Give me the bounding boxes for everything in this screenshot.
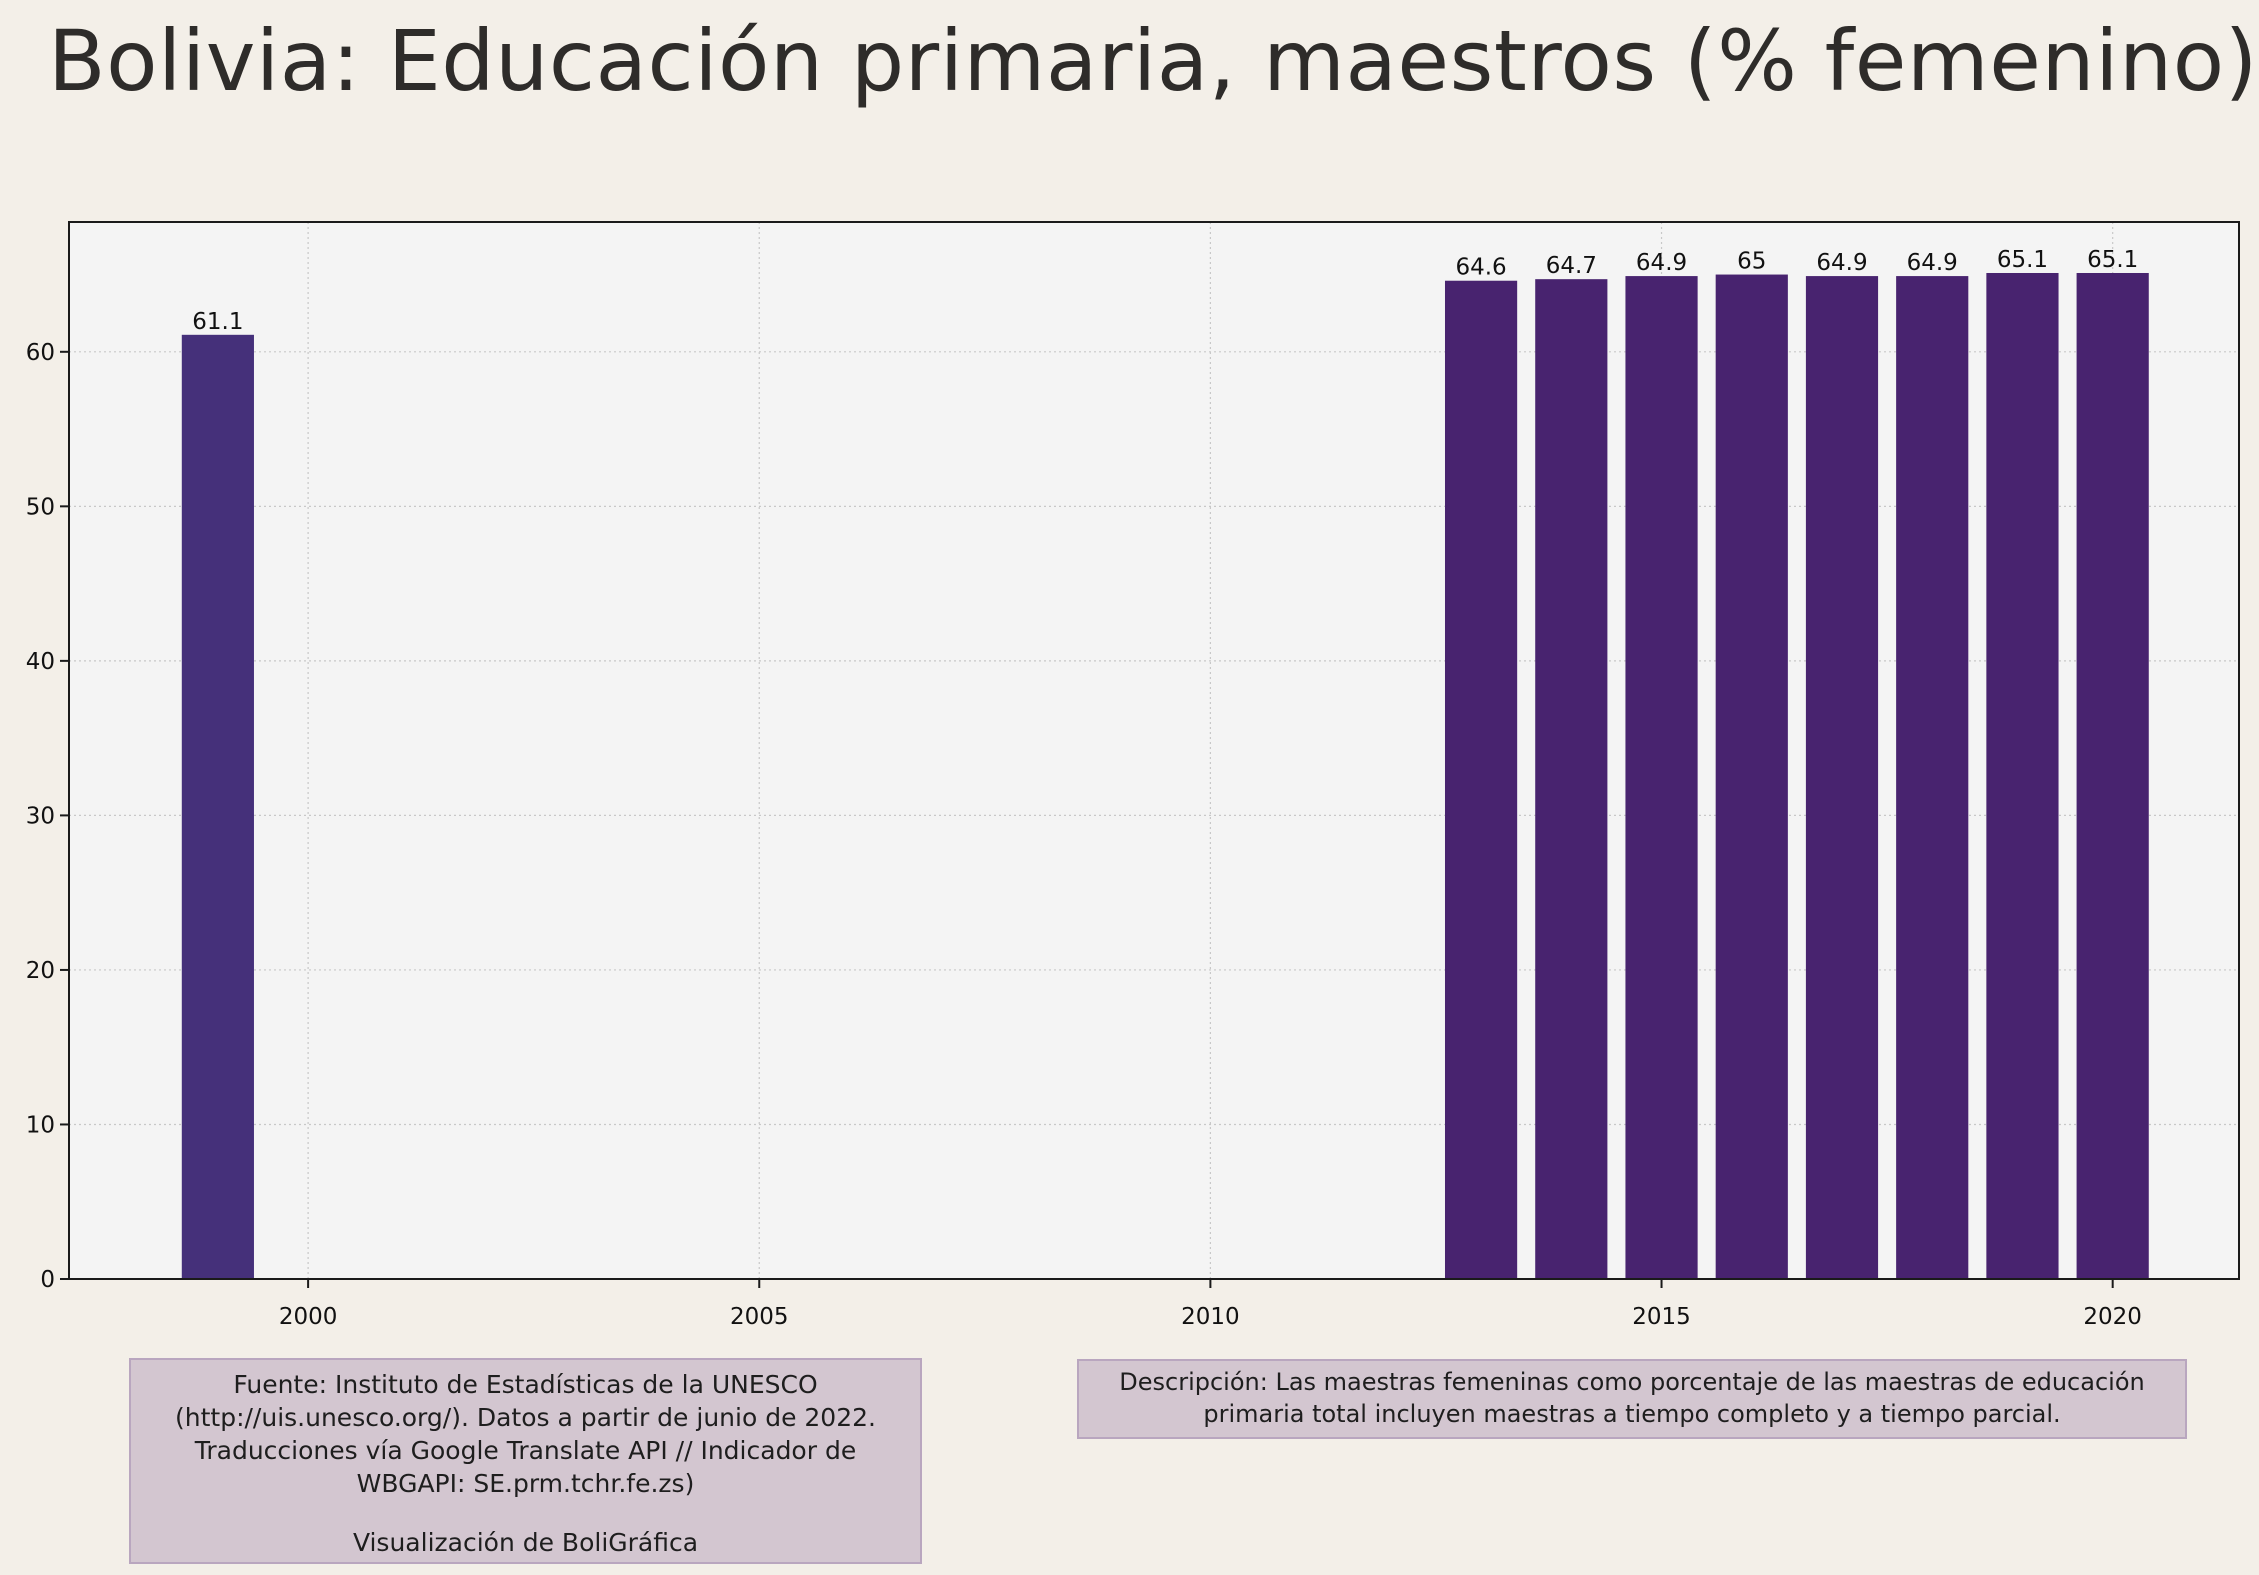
data-label: 64.6	[1455, 255, 1506, 281]
x-tick-label: 2020	[2083, 1304, 2142, 1330]
data-labels: 61.1 64.6 64.7 64.9 65 64.9 64.9 65.1 65.1	[192, 247, 2138, 335]
data-label: 64.9	[1816, 250, 1867, 276]
data-label: 65	[1737, 249, 1766, 275]
y-tick-label: 40	[26, 649, 55, 675]
data-label: 65.1	[1997, 247, 2048, 273]
bar	[1805, 276, 1879, 1279]
plot-frame	[68, 221, 2240, 1280]
bar	[1625, 276, 1698, 1279]
y-tick-label: 20	[26, 958, 55, 984]
data-label: 65.1	[2087, 247, 2138, 273]
bar	[1444, 280, 1518, 1279]
bar	[1535, 279, 1608, 1280]
data-label: 64.9	[1907, 250, 1958, 276]
y-tick-label: 0	[40, 1267, 55, 1293]
bar	[1715, 274, 1788, 1280]
y-tick-label: 10	[26, 1112, 55, 1138]
x-tick-label: 2000	[279, 1304, 338, 1330]
data-label: 61.1	[192, 309, 243, 335]
page-title: Bolivia: Educación primaria, maestros (%…	[48, 12, 2258, 110]
y-tick-label: 30	[26, 803, 55, 829]
bar	[1986, 272, 2059, 1279]
credit-text: Visualización de BoliGráfica	[352, 1528, 699, 1557]
data-label: 64.7	[1546, 253, 1597, 279]
axes: 0 10 20 30 40 50 60 2000 2005 2010 2015 2020	[26, 340, 2142, 1330]
y-tick-label: 60	[26, 340, 55, 366]
x-tick-label: 2015	[1632, 1304, 1691, 1330]
description-note: Descripción: Las maestras femeninas como…	[1077, 1359, 2187, 1439]
bar	[2076, 272, 2149, 1279]
data-label: 64.9	[1636, 250, 1687, 276]
y-tick-label: 50	[26, 494, 55, 520]
source-text: Fuente: Instituto de Estadísticas de la …	[175, 1370, 876, 1498]
x-tick-label: 2010	[1181, 1304, 1240, 1330]
bar	[1896, 276, 1969, 1279]
bars	[181, 272, 2149, 1280]
x-tick-label: 2005	[730, 1304, 789, 1330]
description-text: Descripción: Las maestras femeninas como…	[1119, 1368, 2145, 1428]
bar	[181, 334, 254, 1279]
source-note: Fuente: Instituto de Estadísticas de la …	[129, 1358, 922, 1564]
